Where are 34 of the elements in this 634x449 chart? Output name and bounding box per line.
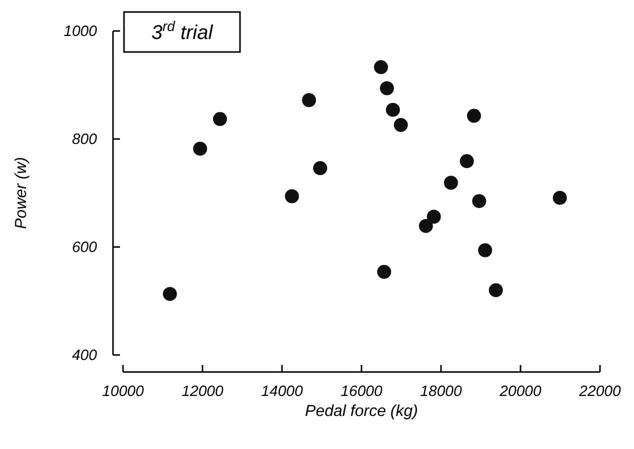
point (478, 243, 492, 258)
point (488, 283, 503, 298)
y-tick-label: 400 (72, 347, 98, 364)
point (313, 161, 328, 176)
point (212, 112, 227, 126)
point (302, 93, 316, 108)
point (418, 218, 433, 233)
x-tick-label: 20000 (498, 383, 542, 400)
point (472, 194, 486, 208)
point (460, 154, 474, 168)
x-tick-label: 14000 (261, 383, 304, 400)
point (552, 190, 567, 205)
x-tick-label: 18000 (420, 383, 463, 400)
point (394, 118, 408, 132)
point (193, 142, 208, 156)
chart-title: 3$^{rd}$ trial (151, 18, 214, 44)
point (444, 176, 458, 190)
x-tick-label: 10000 (102, 383, 145, 400)
y-tick-label: 1000 (64, 23, 98, 40)
point (162, 286, 177, 301)
point (374, 60, 388, 74)
x-tick-label: 16000 (340, 383, 384, 400)
point (284, 189, 299, 204)
point (386, 102, 400, 117)
y-tick-label: 600 (72, 239, 98, 256)
y-tick-label: 800 (72, 131, 98, 148)
point (380, 81, 394, 96)
point (426, 210, 441, 224)
x-tick-label: 12000 (182, 383, 224, 400)
x-axis-title: Pedal force (kg) (305, 403, 418, 420)
x-tick-label: 22000 (578, 383, 622, 400)
y-axis-title: Power (w) (13, 156, 30, 230)
point (466, 108, 481, 123)
point (377, 264, 392, 279)
